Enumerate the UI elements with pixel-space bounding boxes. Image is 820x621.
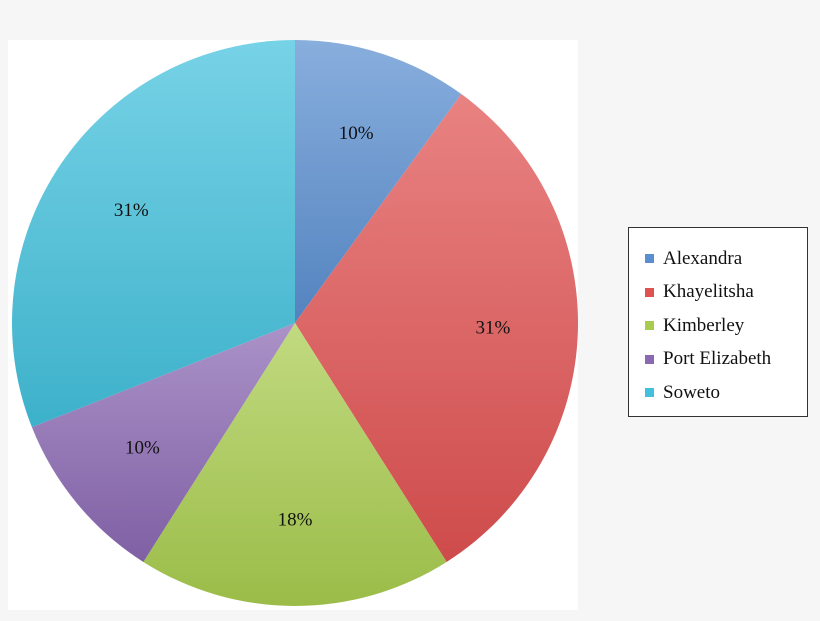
slice-data-label: 10% xyxy=(125,438,160,459)
legend-item-kimberley: Kimberley xyxy=(645,309,807,343)
legend-swatch xyxy=(645,321,654,331)
plot-area: 10% 31% 18% 10% 31% xyxy=(8,40,578,610)
slice-data-label: 31% xyxy=(114,200,149,221)
legend-swatch xyxy=(645,254,654,264)
legend-item-soweto: Soweto xyxy=(645,376,807,410)
legend-label: Soweto xyxy=(663,381,720,403)
slice-data-label: 31% xyxy=(475,318,510,339)
legend-label: Khayelitsha xyxy=(663,281,754,303)
pie-slice-kimberley xyxy=(143,323,447,606)
pie-slice-port-elizabeth xyxy=(31,323,295,562)
legend-label: Kimberley xyxy=(663,314,745,336)
legend-swatch xyxy=(645,287,654,297)
legend-label: Alexandra xyxy=(663,247,743,269)
legend-swatch xyxy=(645,354,654,364)
pie-slice-soweto xyxy=(11,40,296,428)
pie-slice-alexandra xyxy=(295,40,462,323)
slice-data-label: 18% xyxy=(278,509,313,530)
legend-label: Port Elizabeth xyxy=(663,348,772,370)
legend: Alexandra Khayelitsha Kimberley Port Eli… xyxy=(628,227,808,417)
legend-swatch xyxy=(645,388,654,398)
slice-data-label: 10% xyxy=(339,123,374,144)
legend-item-alexandra: Alexandra xyxy=(645,242,807,276)
pie-slice-khayelitsha xyxy=(295,94,578,562)
legend-item-khayelitsha: Khayelitsha xyxy=(645,276,807,310)
pie-chart: 10% 31% 18% 10% 31% xyxy=(11,40,578,606)
legend-item-port-elizabeth: Port Elizabeth xyxy=(645,343,807,377)
